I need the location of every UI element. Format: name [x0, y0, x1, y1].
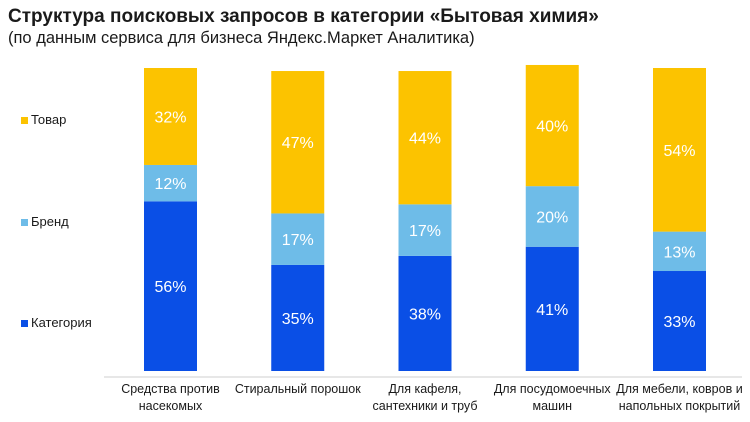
bar-segment-category: [271, 264, 325, 371]
x-tick-label: машин: [533, 399, 573, 413]
data-label: 17%: [282, 232, 314, 249]
data-label: 40%: [536, 119, 568, 136]
bar-segment-product: [271, 71, 325, 214]
bar-segment-category: [653, 271, 706, 371]
data-label: 20%: [536, 209, 568, 226]
data-label: 56%: [154, 279, 186, 296]
legend-swatch: [21, 320, 28, 327]
data-label: 13%: [663, 244, 695, 261]
data-label: 41%: [536, 302, 568, 319]
data-label: 54%: [663, 143, 695, 160]
x-tick-label: Средства против: [121, 382, 220, 396]
bar-segment-brand: [653, 231, 706, 272]
legend-label: Бренд: [31, 214, 69, 229]
data-label: 38%: [409, 306, 441, 323]
data-label: 35%: [282, 311, 314, 328]
data-label: 32%: [154, 109, 186, 126]
legend-label: Категория: [31, 315, 92, 330]
bar-segment-brand: [398, 204, 452, 256]
data-label: 17%: [409, 223, 441, 240]
bar-segment-brand: [271, 213, 325, 265]
x-tick-label: Для мебели, ковров и: [616, 382, 742, 396]
x-tick-label: Стиральный порошок: [235, 382, 361, 396]
chart-title: Структура поисковых запросов в категории…: [8, 6, 599, 27]
bar-segment-brand: [144, 164, 197, 202]
bar-segment-category: [525, 246, 579, 371]
bar-segment-category: [144, 201, 197, 371]
x-tick-label: напольных покрытий: [619, 399, 741, 413]
bar-segment-product: [398, 71, 452, 205]
bar-segment-product: [144, 68, 197, 165]
bar-segment-brand: [525, 186, 579, 247]
legend-label: Товар: [31, 112, 66, 127]
bar-segment-category: [398, 255, 452, 371]
x-tick-label: насекомых: [139, 399, 203, 413]
data-label: 44%: [409, 131, 441, 148]
x-tick-label: Для кафеля,: [388, 382, 461, 396]
chart-subtitle: (по данным сервиса для бизнеса Яндекс.Ма…: [8, 29, 475, 47]
x-tick-label: Для посудомоечных: [494, 382, 612, 396]
data-label: 12%: [154, 176, 186, 193]
bar-segment-product: [525, 64, 579, 187]
data-label: 47%: [282, 135, 314, 152]
legend-swatch: [21, 117, 28, 124]
x-tick-label: сантехники и труб: [373, 399, 478, 413]
legend-swatch: [21, 219, 28, 226]
data-label: 33%: [663, 314, 695, 331]
bar-segment-product: [653, 68, 706, 232]
